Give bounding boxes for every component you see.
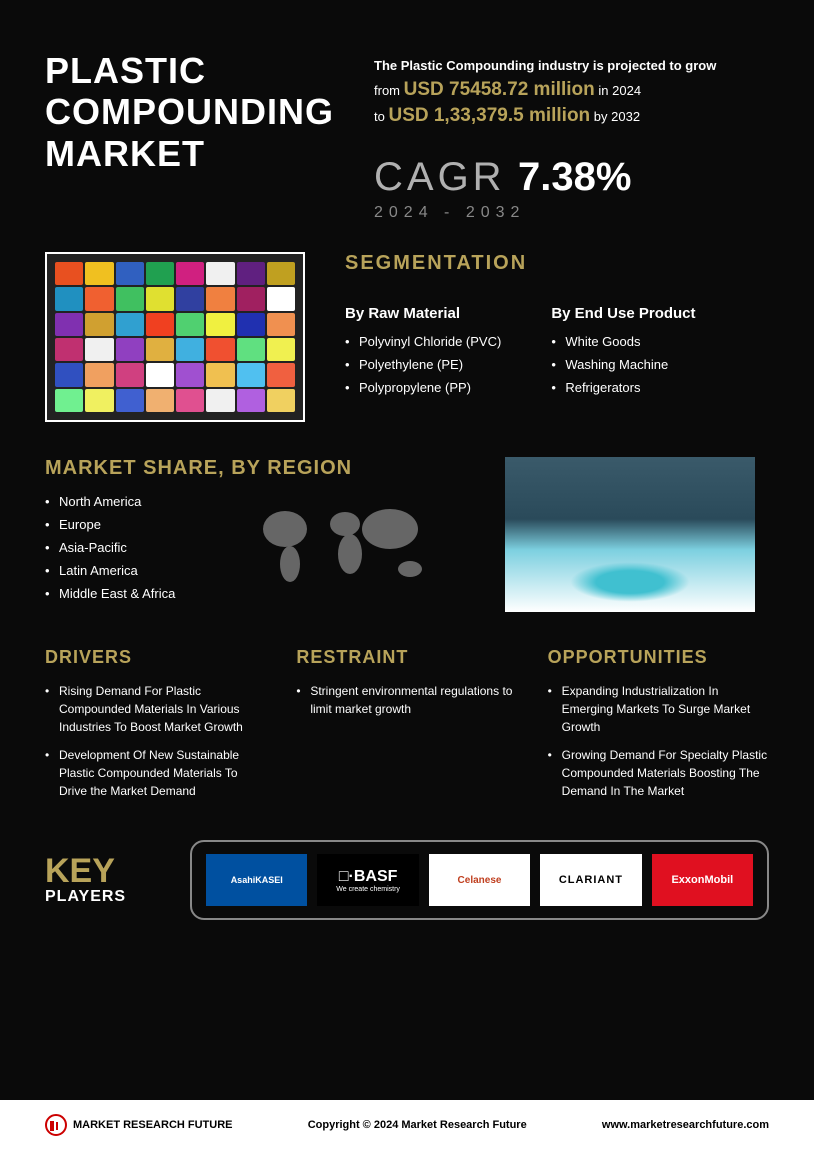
proj-from-label: from (374, 83, 400, 98)
proj-from-year: in 2024 (598, 83, 641, 98)
proj-to-label: to (374, 109, 385, 124)
seg-col1-list: Polyvinyl Chloride (PVC) Polyethylene (P… (345, 334, 501, 395)
footer-logo-icon (45, 1114, 67, 1136)
proj-to-year: by 2032 (594, 109, 640, 124)
seg-col2-list: White Goods Washing Machine Refrigerator… (551, 334, 695, 395)
list-item: White Goods (551, 334, 695, 349)
footer: MARKET RESEARCH FUTURE Copyright © 2024 … (0, 1100, 814, 1150)
list-item: Asia-Pacific (45, 540, 195, 555)
logo-clariant: CLARIANT (540, 854, 641, 906)
logo-exxon: ExxonMobil (652, 854, 753, 906)
world-map-icon (215, 494, 475, 604)
footer-url: www.marketresearchfuture.com (602, 1119, 769, 1131)
cagr-label: CAGR (374, 155, 506, 200)
drivers-title: DRIVERS (45, 647, 266, 668)
list-item: Refrigerators (551, 380, 695, 395)
page-title: PLASTIC COMPOUNDING MARKET (45, 50, 334, 174)
lab-image (505, 457, 755, 612)
list-item: Latin America (45, 563, 195, 578)
kp-players: PLAYERS (45, 888, 165, 906)
seg-col2-heading: By End Use Product (551, 305, 695, 322)
list-item: Development Of New Sustainable Plastic C… (45, 746, 266, 800)
footer-logo: MARKET RESEARCH FUTURE (45, 1114, 233, 1136)
logo-asahi: AsahiKASEI (206, 854, 307, 906)
list-item: Europe (45, 517, 195, 532)
list-item: Polyethylene (PE) (345, 357, 501, 372)
proj-to-value: USD 1,33,379.5 million (388, 105, 590, 126)
list-item: Washing Machine (551, 357, 695, 372)
projection-intro: The Plastic Compounding industry is proj… (374, 58, 769, 73)
seg-col1-heading: By Raw Material (345, 305, 501, 322)
segmentation-title: SEGMENTATION (345, 252, 769, 275)
list-item: North America (45, 494, 195, 509)
list-item: Expanding Industrialization In Emerging … (548, 682, 769, 736)
logo-basf: □·BASF We create chemistry (317, 854, 418, 906)
list-item: Rising Demand For Plastic Compounded Mat… (45, 682, 266, 736)
restraint-list: Stringent environmental regulations to l… (296, 682, 517, 718)
proj-from-value: USD 75458.72 million (404, 79, 595, 100)
region-list: North America Europe Asia-Pacific Latin … (45, 494, 195, 609)
drivers-list: Rising Demand For Plastic Compounded Mat… (45, 682, 266, 800)
key-players-logos: AsahiKASEI □·BASF We create chemistry Ce… (190, 840, 769, 920)
list-item: Growing Demand For Specialty Plastic Com… (548, 746, 769, 800)
list-item: Middle East & Africa (45, 586, 195, 601)
key-players-title: KEY PLAYERS (45, 854, 165, 906)
cagr-years: 2024 - 2032 (374, 204, 769, 222)
footer-copyright: Copyright © 2024 Market Research Future (308, 1119, 527, 1131)
opportunities-list: Expanding Industrialization In Emerging … (548, 682, 769, 800)
region-title: MARKET SHARE, BY REGION (45, 457, 475, 480)
list-item: Stringent environmental regulations to l… (296, 682, 517, 718)
list-item: Polypropylene (PP) (345, 380, 501, 395)
restraint-title: RESTRAINT (296, 647, 517, 668)
footer-brand: MARKET RESEARCH FUTURE (73, 1119, 233, 1131)
cagr-value: 7.38% (518, 155, 631, 200)
opportunities-title: OPPORTUNITIES (548, 647, 769, 668)
projection-block: The Plastic Compounding industry is proj… (374, 50, 769, 222)
logo-celanese: Celanese (429, 854, 530, 906)
list-item: Polyvinyl Chloride (PVC) (345, 334, 501, 349)
pellets-image (45, 252, 305, 422)
kp-key: KEY (45, 854, 165, 888)
